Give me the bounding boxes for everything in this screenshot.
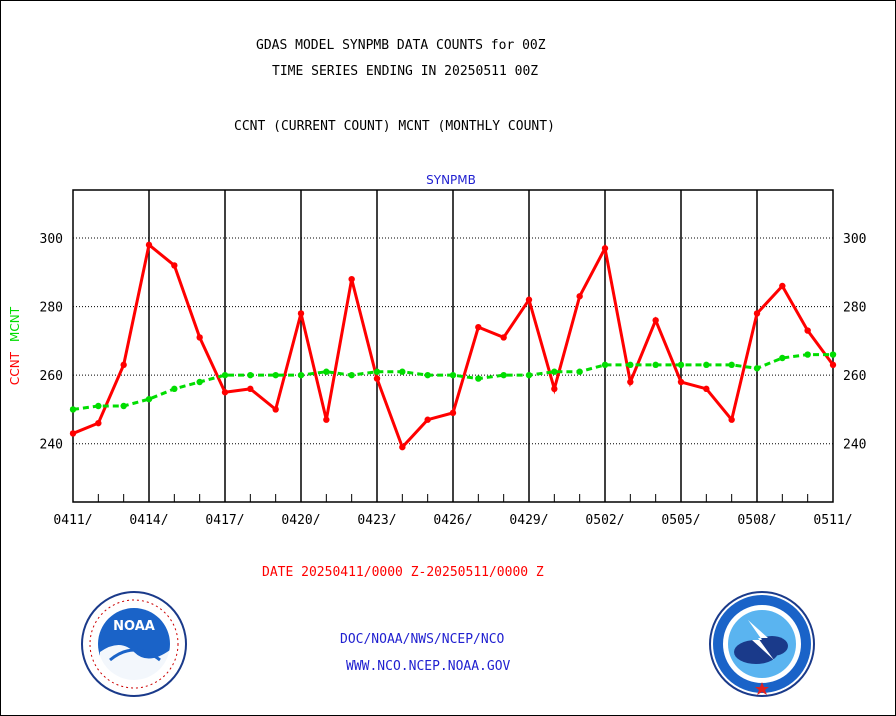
data-point-ccnt bbox=[221, 389, 229, 396]
data-point-ccnt bbox=[399, 443, 406, 451]
data-point-ccnt bbox=[171, 262, 178, 269]
noaa-logo-text: NOAA bbox=[113, 619, 155, 634]
y-tick-label-right: 260 bbox=[843, 369, 866, 384]
data-point-ccnt bbox=[753, 310, 761, 317]
data-point-ccnt bbox=[145, 241, 153, 249]
data-point-mcnt bbox=[247, 371, 254, 379]
y-tick-label-right: 300 bbox=[843, 232, 866, 247]
noaa-logo: NOAA bbox=[81, 591, 187, 697]
y-tick-label-left: 300 bbox=[40, 232, 63, 247]
data-point-mcnt bbox=[551, 368, 558, 375]
chart-header-line3: CCNT (CURRENT COUNT) MCNT (MONTHLY COUNT… bbox=[234, 119, 555, 134]
y-tick-label-right: 280 bbox=[843, 301, 866, 316]
data-point-ccnt bbox=[373, 375, 381, 382]
data-point-ccnt bbox=[804, 327, 811, 334]
y-tick-label-left: 280 bbox=[40, 301, 63, 316]
data-point-mcnt bbox=[95, 402, 102, 410]
data-point-mcnt bbox=[601, 361, 609, 369]
axis-ticks: 240 240 260 260 280 280 300 300 0411/0414/0417/0… bbox=[40, 232, 867, 528]
data-point-mcnt bbox=[69, 406, 77, 413]
data-point-ccnt bbox=[728, 416, 735, 423]
data-point-mcnt bbox=[399, 368, 406, 375]
series-layer bbox=[69, 241, 837, 451]
x-tick-label: 0414/ bbox=[129, 513, 168, 528]
nws-logo bbox=[709, 591, 815, 697]
data-point-ccnt bbox=[348, 275, 355, 283]
data-point-mcnt bbox=[171, 385, 178, 393]
grid bbox=[73, 190, 833, 502]
data-point-mcnt bbox=[196, 378, 203, 386]
data-point-mcnt bbox=[677, 361, 685, 369]
data-point-mcnt bbox=[779, 354, 786, 362]
x-tick-label: 0429/ bbox=[509, 513, 548, 528]
data-point-mcnt bbox=[829, 351, 837, 358]
data-point-mcnt bbox=[373, 368, 381, 375]
data-point-mcnt bbox=[272, 371, 279, 379]
data-point-mcnt bbox=[728, 361, 735, 369]
data-point-ccnt bbox=[677, 378, 685, 386]
data-point-ccnt bbox=[323, 416, 330, 423]
x-tick-label: 0502/ bbox=[585, 513, 624, 528]
data-point-ccnt bbox=[297, 310, 305, 317]
website-link[interactable]: WWW.NCO.NCEP.NOAA.GOV bbox=[346, 659, 511, 674]
data-point-ccnt bbox=[247, 385, 254, 393]
x-tick-label: 0508/ bbox=[737, 513, 776, 528]
data-point-ccnt bbox=[576, 293, 583, 300]
data-point-ccnt bbox=[703, 385, 710, 393]
data-point-mcnt bbox=[449, 371, 457, 379]
x-tick-label: 0505/ bbox=[661, 513, 700, 528]
data-point-mcnt bbox=[120, 402, 127, 410]
data-point-ccnt bbox=[500, 334, 507, 341]
data-point-mcnt bbox=[221, 371, 229, 379]
data-point-ccnt bbox=[525, 296, 533, 303]
data-point-ccnt bbox=[627, 378, 634, 386]
data-point-ccnt bbox=[424, 416, 431, 423]
data-point-mcnt bbox=[500, 371, 507, 379]
y-tick-label-left: 240 bbox=[40, 438, 63, 453]
chart-title: SYNPMB bbox=[426, 173, 476, 187]
data-point-ccnt bbox=[652, 317, 659, 324]
data-point-ccnt bbox=[829, 361, 837, 369]
data-point-mcnt bbox=[525, 371, 533, 379]
data-point-mcnt bbox=[145, 395, 153, 403]
y-axis-title-part: MCNT bbox=[8, 306, 22, 342]
data-point-mcnt bbox=[703, 361, 710, 369]
y-axis-title-part: CCNT bbox=[8, 351, 22, 385]
data-point-ccnt bbox=[69, 430, 77, 437]
y-tick-label-right: 240 bbox=[843, 438, 866, 453]
data-point-mcnt bbox=[804, 351, 811, 358]
chart-header-line2: TIME SERIES ENDING IN 20250511 00Z bbox=[272, 64, 539, 79]
x-tick-label: 0417/ bbox=[205, 513, 244, 528]
data-point-ccnt bbox=[601, 245, 609, 252]
data-point-ccnt bbox=[272, 406, 279, 413]
x-tick-label: 0426/ bbox=[433, 513, 472, 528]
data-point-ccnt bbox=[551, 385, 558, 393]
x-tick-label: 0511/ bbox=[813, 513, 852, 528]
data-point-ccnt bbox=[449, 409, 457, 417]
x-tick-label: 0411/ bbox=[53, 513, 92, 528]
chart-header-line1: GDAS MODEL SYNPMB DATA COUNTS for 00Z bbox=[256, 38, 546, 53]
data-point-ccnt bbox=[120, 361, 127, 369]
y-axis-title: CCNT MCNT bbox=[8, 306, 22, 385]
x-tick-label: 0420/ bbox=[281, 513, 320, 528]
data-point-mcnt bbox=[753, 365, 761, 372]
data-point-mcnt bbox=[348, 371, 355, 379]
data-point-mcnt bbox=[627, 361, 634, 369]
data-point-mcnt bbox=[475, 375, 482, 382]
x-tick-label: 0423/ bbox=[357, 513, 396, 528]
y-axis-label: CCNT MCNT bbox=[8, 306, 22, 385]
data-point-mcnt bbox=[576, 368, 583, 375]
data-point-ccnt bbox=[779, 282, 786, 290]
data-point-mcnt bbox=[652, 361, 659, 369]
date-range-label: DATE 20250411/0000 Z-20250511/0000 Z bbox=[262, 565, 544, 580]
data-point-mcnt bbox=[424, 371, 431, 379]
org-path-label: DOC/NOAA/NWS/NCEP/NCO bbox=[340, 632, 505, 647]
data-point-mcnt bbox=[323, 368, 330, 375]
data-point-ccnt bbox=[475, 323, 482, 331]
data-point-mcnt bbox=[297, 371, 305, 379]
y-tick-label-left: 260 bbox=[40, 369, 63, 384]
data-point-ccnt bbox=[196, 334, 203, 341]
data-point-ccnt bbox=[95, 419, 102, 427]
